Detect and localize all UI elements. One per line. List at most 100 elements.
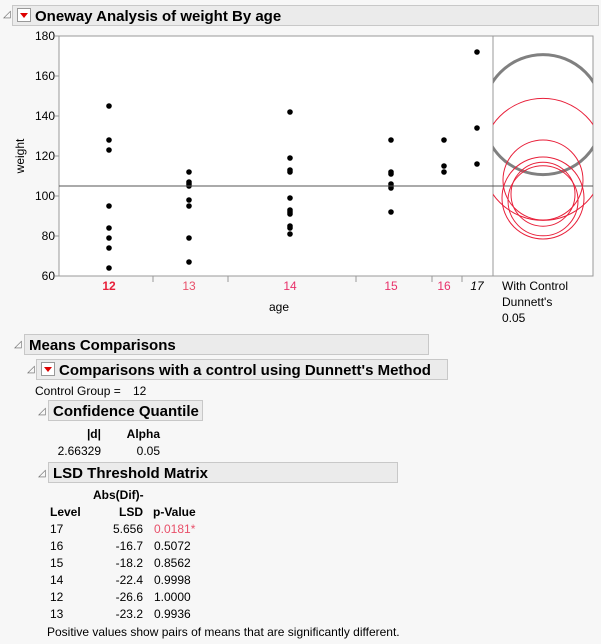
y-tick-label: 160	[35, 69, 55, 83]
data-point	[186, 235, 192, 241]
data-point	[388, 137, 394, 143]
x-axis-label: age	[269, 300, 289, 314]
col-header: Alpha	[126, 427, 160, 441]
x-tick-label: 16	[437, 279, 451, 293]
section-title: Comparisons with a control using Dunnett…	[59, 362, 431, 379]
lsd-value: -16.7	[115, 539, 143, 553]
comparison-circle	[507, 165, 579, 237]
y-tick-label: 180	[35, 29, 55, 43]
data-point	[106, 147, 112, 153]
data-point	[287, 231, 293, 237]
data-point	[106, 245, 112, 251]
p-value: 0.9998	[154, 573, 191, 587]
data-point	[474, 161, 480, 167]
comparison-circle	[501, 156, 585, 240]
disclosure-icon[interactable]: ◿	[38, 406, 46, 417]
comparison-circle	[502, 139, 584, 221]
lsd-level: 12	[50, 590, 64, 604]
disclosure-icon[interactable]: ◿	[38, 468, 46, 479]
dunnett-header: Comparisons with a control using Dunnett…	[36, 359, 448, 380]
data-point	[106, 265, 112, 271]
report-header: Oneway Analysis of weight By age	[12, 5, 599, 26]
lsd-note: Positive values show pairs of means that…	[47, 625, 400, 639]
data-point	[106, 203, 112, 209]
quantile-value: 2.66329	[57, 444, 101, 458]
x-tick-label: 15	[384, 279, 398, 293]
data-point	[287, 169, 293, 175]
circle-legend-text: Dunnett's	[502, 295, 552, 309]
x-tick-label: 17	[470, 279, 485, 293]
circle-legend-text: 0.05	[502, 311, 526, 325]
lsd-value: -22.4	[115, 573, 143, 587]
lsd-level: 15	[50, 556, 64, 570]
data-point	[186, 203, 192, 209]
control-group-value: 12	[133, 384, 147, 398]
col-header: Abs(Dif)-	[93, 488, 144, 502]
y-axis-label: weight	[13, 138, 27, 174]
lsd-value: 5.656	[112, 522, 143, 536]
data-point	[186, 259, 192, 265]
circle-legend-text: With Control	[502, 279, 568, 293]
y-tick-label: 80	[42, 229, 56, 243]
data-point	[388, 209, 394, 215]
data-point	[186, 169, 192, 175]
data-point	[106, 137, 112, 143]
disclosure-icon[interactable]: ◿	[14, 339, 22, 350]
lsd-matrix-header: LSD Threshold Matrix	[48, 462, 398, 483]
p-value: 0.0181*	[154, 522, 196, 536]
comparison-circle	[493, 53, 593, 177]
data-point	[474, 125, 480, 131]
means-comparisons-header: Means Comparisons	[24, 334, 429, 355]
p-value: 1.0000	[154, 590, 191, 604]
plot-frame	[58, 35, 594, 277]
x-tick-label: 14	[283, 279, 297, 293]
data-point	[441, 169, 447, 175]
y-tick-label: 140	[35, 109, 55, 123]
disclosure-icon[interactable]: ◿	[3, 9, 11, 20]
lsd-value: -23.2	[115, 607, 143, 621]
disclosure-icon[interactable]: ◿	[27, 364, 35, 375]
x-tick-label: 13	[182, 279, 196, 293]
lsd-value: -26.6	[115, 590, 143, 604]
data-point	[106, 103, 112, 109]
oneway-chart: 60 80 100 120 140 160 180 12 13 14 15 16 17 age weight…	[13, 29, 594, 325]
col-header: |d|	[86, 427, 101, 441]
data-point	[106, 235, 112, 241]
p-value: 0.9936	[154, 607, 191, 621]
comparison-circles	[493, 53, 593, 240]
y-tick-label: 120	[35, 149, 55, 163]
lsd-level: 17	[50, 522, 64, 536]
data-point	[287, 211, 293, 217]
comparison-circle	[510, 161, 576, 227]
data-point	[441, 163, 447, 169]
col-header: p-Value	[153, 505, 196, 519]
lsd-level: 14	[50, 573, 64, 587]
confidence-quantile-header: Confidence Quantile	[48, 400, 203, 421]
y-tick-label: 60	[42, 269, 56, 283]
alpha-value: 0.05	[136, 444, 160, 458]
report-title: Oneway Analysis of weight By age	[35, 8, 282, 25]
data-point	[388, 171, 394, 177]
red-triangle-menu-icon[interactable]	[41, 362, 55, 376]
data-point	[186, 197, 192, 203]
section-title: LSD Threshold Matrix	[53, 465, 209, 482]
control-group-label: Control Group =	[35, 384, 121, 398]
lsd-level: 16	[50, 539, 64, 553]
lsd-value: -18.2	[115, 556, 143, 570]
data-point	[474, 49, 480, 55]
x-tick-label: 12	[102, 279, 116, 293]
data-point	[441, 137, 447, 143]
col-header: Level	[50, 505, 81, 519]
data-point	[388, 185, 394, 191]
p-value: 0.5072	[154, 539, 191, 553]
data-point	[287, 155, 293, 161]
red-triangle-menu-icon[interactable]	[17, 8, 31, 22]
data-point	[287, 109, 293, 115]
section-title: Means Comparisons	[29, 337, 176, 354]
y-tick-label: 100	[35, 189, 55, 203]
col-header: LSD	[119, 505, 143, 519]
lsd-level: 13	[50, 607, 64, 621]
data-point	[287, 195, 293, 201]
p-value: 0.8562	[154, 556, 191, 570]
data-point	[106, 225, 112, 231]
